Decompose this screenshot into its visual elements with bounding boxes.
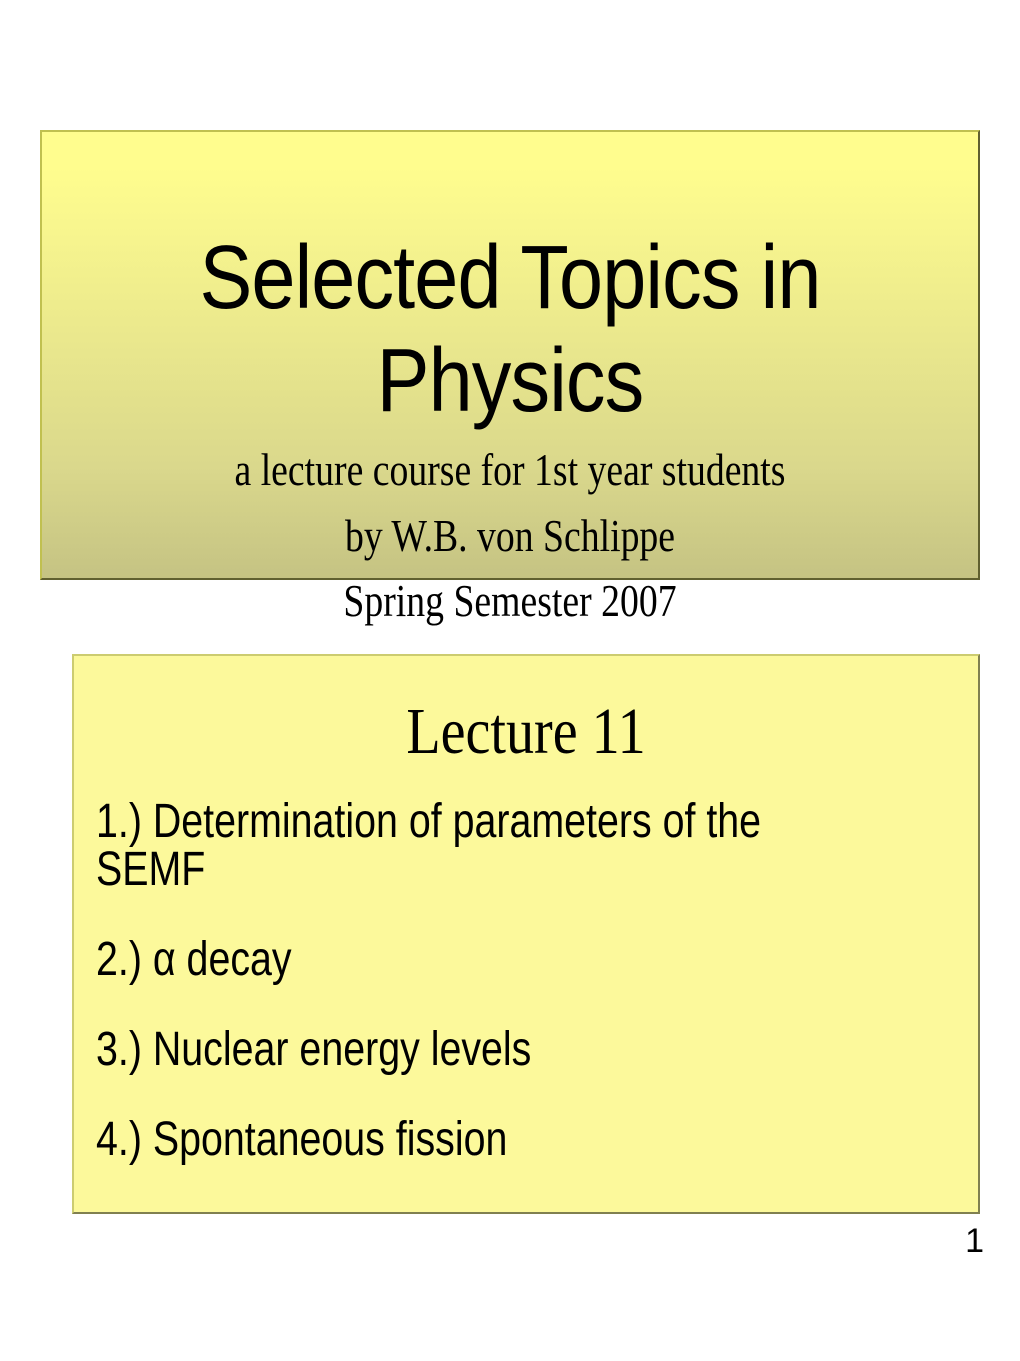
main-title: Selected Topics in Physics (98, 227, 922, 433)
lecture-items: 1.) Determination of parameters of the S… (74, 798, 978, 1164)
lecture-title: Lecture 11 (142, 694, 910, 770)
lecture-item: 2.) α decay (96, 936, 819, 984)
page-number: 1 (965, 1222, 984, 1261)
lecture-item: 4.) Spontaneous fission (96, 1116, 819, 1164)
title-box: Selected Topics in Physics a lecture cou… (40, 130, 980, 580)
lecture-box: Lecture 11 1.) Determination of paramete… (72, 654, 980, 1214)
subtitle-line-2: by W.B. von Schlippe (126, 507, 894, 565)
subtitle-line-3: Spring Semester 2007 (126, 572, 894, 630)
lecture-item: 1.) Determination of parameters of the S… (96, 798, 819, 894)
lecture-item: 3.) Nuclear energy levels (96, 1026, 819, 1074)
subtitle-line-1: a lecture course for 1st year students (126, 441, 894, 499)
